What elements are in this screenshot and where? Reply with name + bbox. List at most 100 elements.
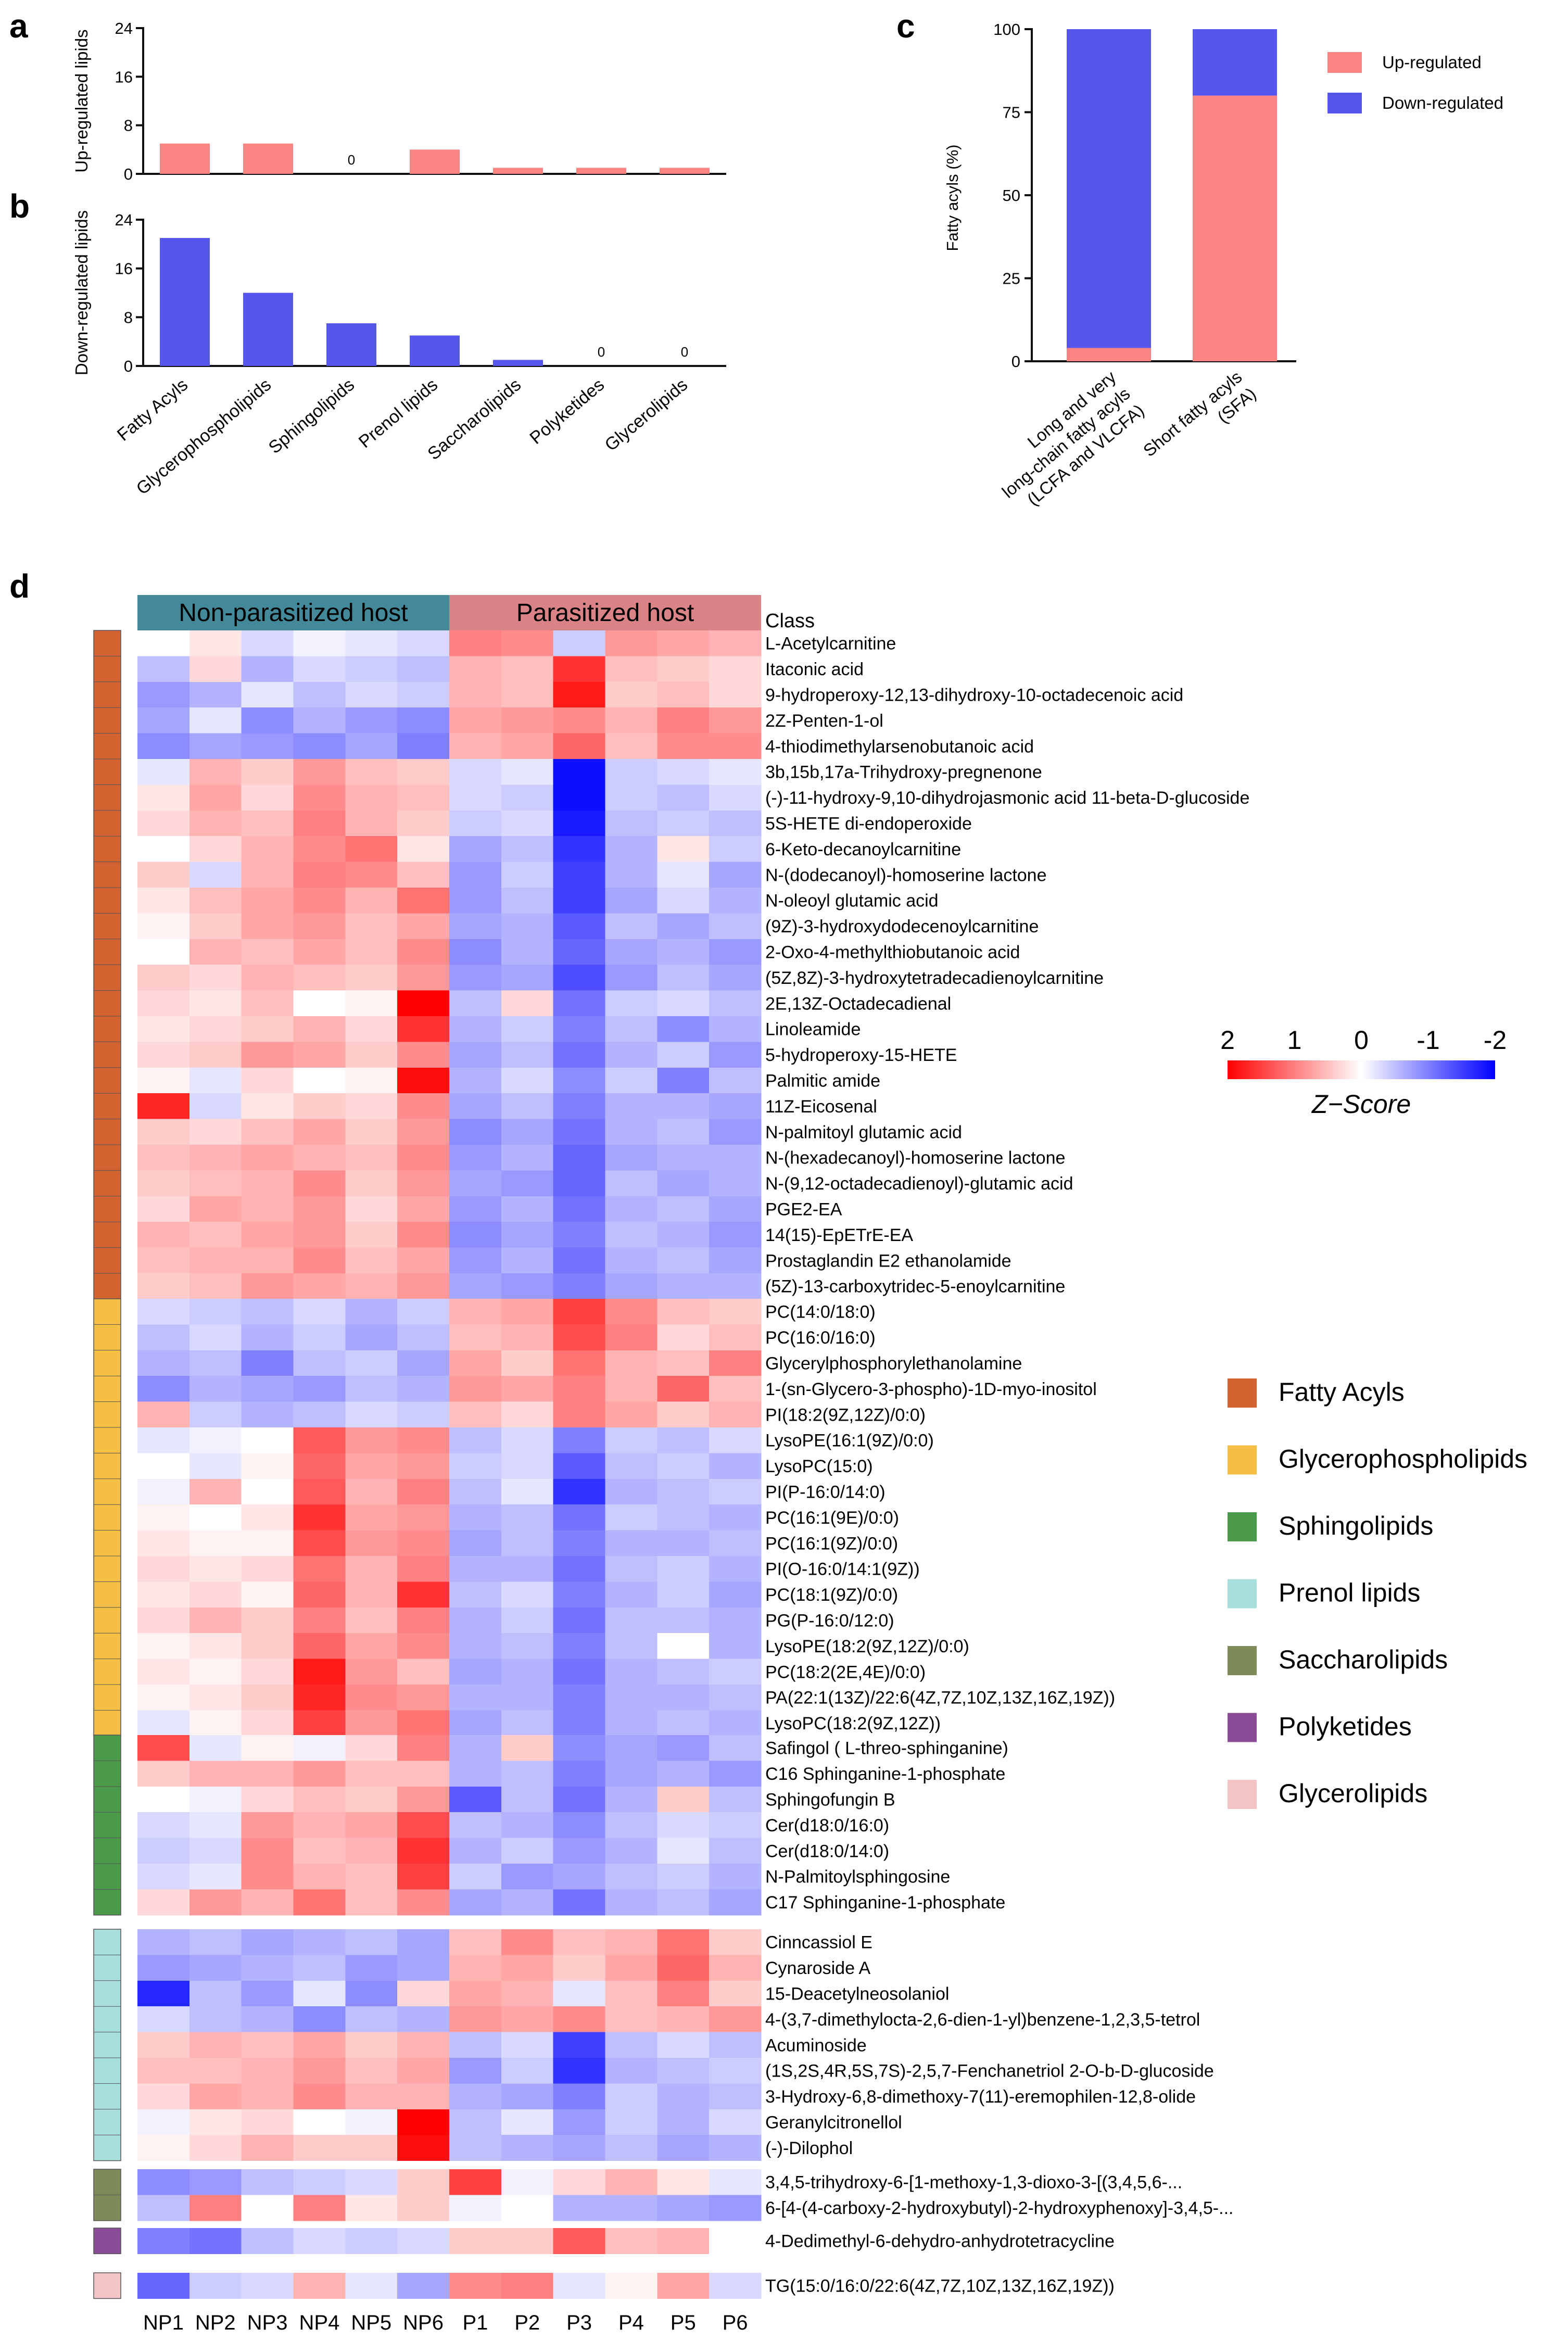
heatmap-cell xyxy=(553,1376,606,1402)
heatmap-cell xyxy=(189,1838,242,1864)
heatmap-cell xyxy=(345,1376,398,1402)
heatmap-cell xyxy=(345,1889,398,1916)
heatmap-cell xyxy=(553,707,606,734)
heatmap-cell xyxy=(605,2228,657,2254)
heatmap-cell xyxy=(449,1581,502,1608)
heatmap-cell xyxy=(345,733,398,760)
heatmap-cell xyxy=(657,965,710,991)
heatmap-cell xyxy=(657,1478,710,1505)
heatmap-cell xyxy=(657,1955,710,1981)
heatmap-cell xyxy=(293,2032,346,2058)
heatmap-cell xyxy=(241,810,294,837)
heatmap-cell xyxy=(553,2032,606,2058)
heatmap-cell xyxy=(605,1170,657,1197)
heatmap-row-label: LysoPE(16:1(9Z)/0:0) xyxy=(765,1431,934,1451)
panel-d-heatmap: Non-parasitized host Parasitized host Clas… xyxy=(93,595,1527,2334)
heatmap-cell xyxy=(137,1401,190,1428)
heatmap-cell xyxy=(137,888,190,914)
class-legend-label-4: Saccharolipids xyxy=(1279,1645,1448,1674)
heatmap-cell xyxy=(553,1556,606,1582)
heatmap-cell xyxy=(345,1453,398,1479)
heatmap-cell xyxy=(449,1196,502,1222)
heatmap-cell xyxy=(553,2058,606,2084)
heatmap-cell xyxy=(397,784,450,811)
heatmap-cell xyxy=(553,990,606,1017)
heatmap-cell xyxy=(501,2058,554,2084)
heatmap-cell xyxy=(449,1299,502,1325)
heatmap-cell xyxy=(189,1016,242,1042)
heatmap-row-label: 4-(3,7-dimethylocta-2,6-dien-1-yl)benzen… xyxy=(765,2010,1200,2030)
heatmap-cell xyxy=(605,1633,657,1660)
heatmap-cell xyxy=(449,630,502,656)
heatmap-cell xyxy=(605,1119,657,1145)
heatmap-cell xyxy=(657,759,710,785)
heatmap-row-label: C16 Sphinganine-1-phosphate xyxy=(765,1764,1005,1784)
heatmap-cell xyxy=(397,2006,450,2033)
heatmap-row-label: Itaconic acid xyxy=(765,660,864,679)
heatmap-cell xyxy=(657,1170,710,1197)
heatmap-row-label: N-palmitoyl glutamic acid xyxy=(765,1122,962,1142)
heatmap-cell xyxy=(449,2032,502,2058)
heatmap-cell xyxy=(293,1685,346,1711)
heatmap-cell xyxy=(553,1247,606,1274)
heatmap-cell xyxy=(449,1685,502,1711)
heatmap-cell xyxy=(345,990,398,1017)
heatmap-cell xyxy=(293,1659,346,1685)
b-bar-1 xyxy=(243,293,293,366)
heatmap-cell xyxy=(657,1556,710,1582)
heatmap-cell xyxy=(501,1838,554,1864)
heatmap-cell xyxy=(605,2032,657,2058)
heatmap-cell xyxy=(397,1453,450,1479)
a-bar-4 xyxy=(493,168,543,174)
heatmap-cell xyxy=(345,862,398,888)
heatmap-cell xyxy=(137,1042,190,1068)
heatmap-cell xyxy=(449,1093,502,1120)
heatmap-cell xyxy=(501,1889,554,1916)
heatmap-cell xyxy=(501,1786,554,1813)
heatmap-cell xyxy=(657,784,710,811)
heatmap-cell xyxy=(345,1401,398,1428)
heatmap-cell xyxy=(189,965,242,991)
heatmap-cell xyxy=(709,1222,762,1248)
heatmap-cell xyxy=(657,1710,710,1737)
heatmap-cell xyxy=(553,1350,606,1376)
heatmap-cell xyxy=(345,1530,398,1557)
b-y-axis-label: Down-regulated lipids xyxy=(72,210,91,375)
class-legend-label-0: Fatty Acyls xyxy=(1279,1377,1405,1407)
heatmap-cell xyxy=(657,1222,710,1248)
heatmap-cell xyxy=(137,1685,190,1711)
heatmap-cell xyxy=(293,681,346,708)
heatmap-cell xyxy=(657,1016,710,1042)
heatmap-cell xyxy=(709,862,762,888)
heatmap-cell xyxy=(449,2195,502,2221)
heatmap-cell xyxy=(501,733,554,760)
heatmap-cell xyxy=(501,1427,554,1453)
heatmap-cell xyxy=(241,836,294,863)
c-category-label-1: Short fatty acyls(SFA) xyxy=(1140,367,1260,477)
heatmap-cell xyxy=(137,862,190,888)
class-legend-swatch-5 xyxy=(1228,1713,1257,1742)
heatmap-cell xyxy=(709,681,762,708)
heatmap-cell xyxy=(449,990,502,1017)
heatmap-cell xyxy=(241,784,294,811)
heatmap-cell xyxy=(553,759,606,785)
heatmap-cell xyxy=(709,939,762,965)
heatmap-cell xyxy=(293,1196,346,1222)
heatmap-cell xyxy=(137,1761,190,1787)
heatmap-cell xyxy=(501,1067,554,1094)
heatmap-row-label: 2Z-Penten-1-ol xyxy=(765,711,883,731)
heatmap-cell xyxy=(657,1453,710,1479)
heatmap-cell xyxy=(241,862,294,888)
colorbar-title: Z−Score xyxy=(1311,1090,1411,1119)
heatmap-cell xyxy=(605,2058,657,2084)
panel-a-letter: a xyxy=(9,7,28,45)
heatmap-cell xyxy=(501,1955,554,1981)
heatmap-row-label: 9-hydroperoxy-12,13-dihydroxy-10-octadec… xyxy=(765,686,1183,705)
heatmap-cell xyxy=(241,1607,294,1634)
heatmap-cell xyxy=(241,1222,294,1248)
heatmap-cell xyxy=(605,630,657,656)
heatmap-cell xyxy=(189,1504,242,1531)
heatmap-cell xyxy=(189,733,242,760)
heatmap-cell xyxy=(709,1812,762,1839)
